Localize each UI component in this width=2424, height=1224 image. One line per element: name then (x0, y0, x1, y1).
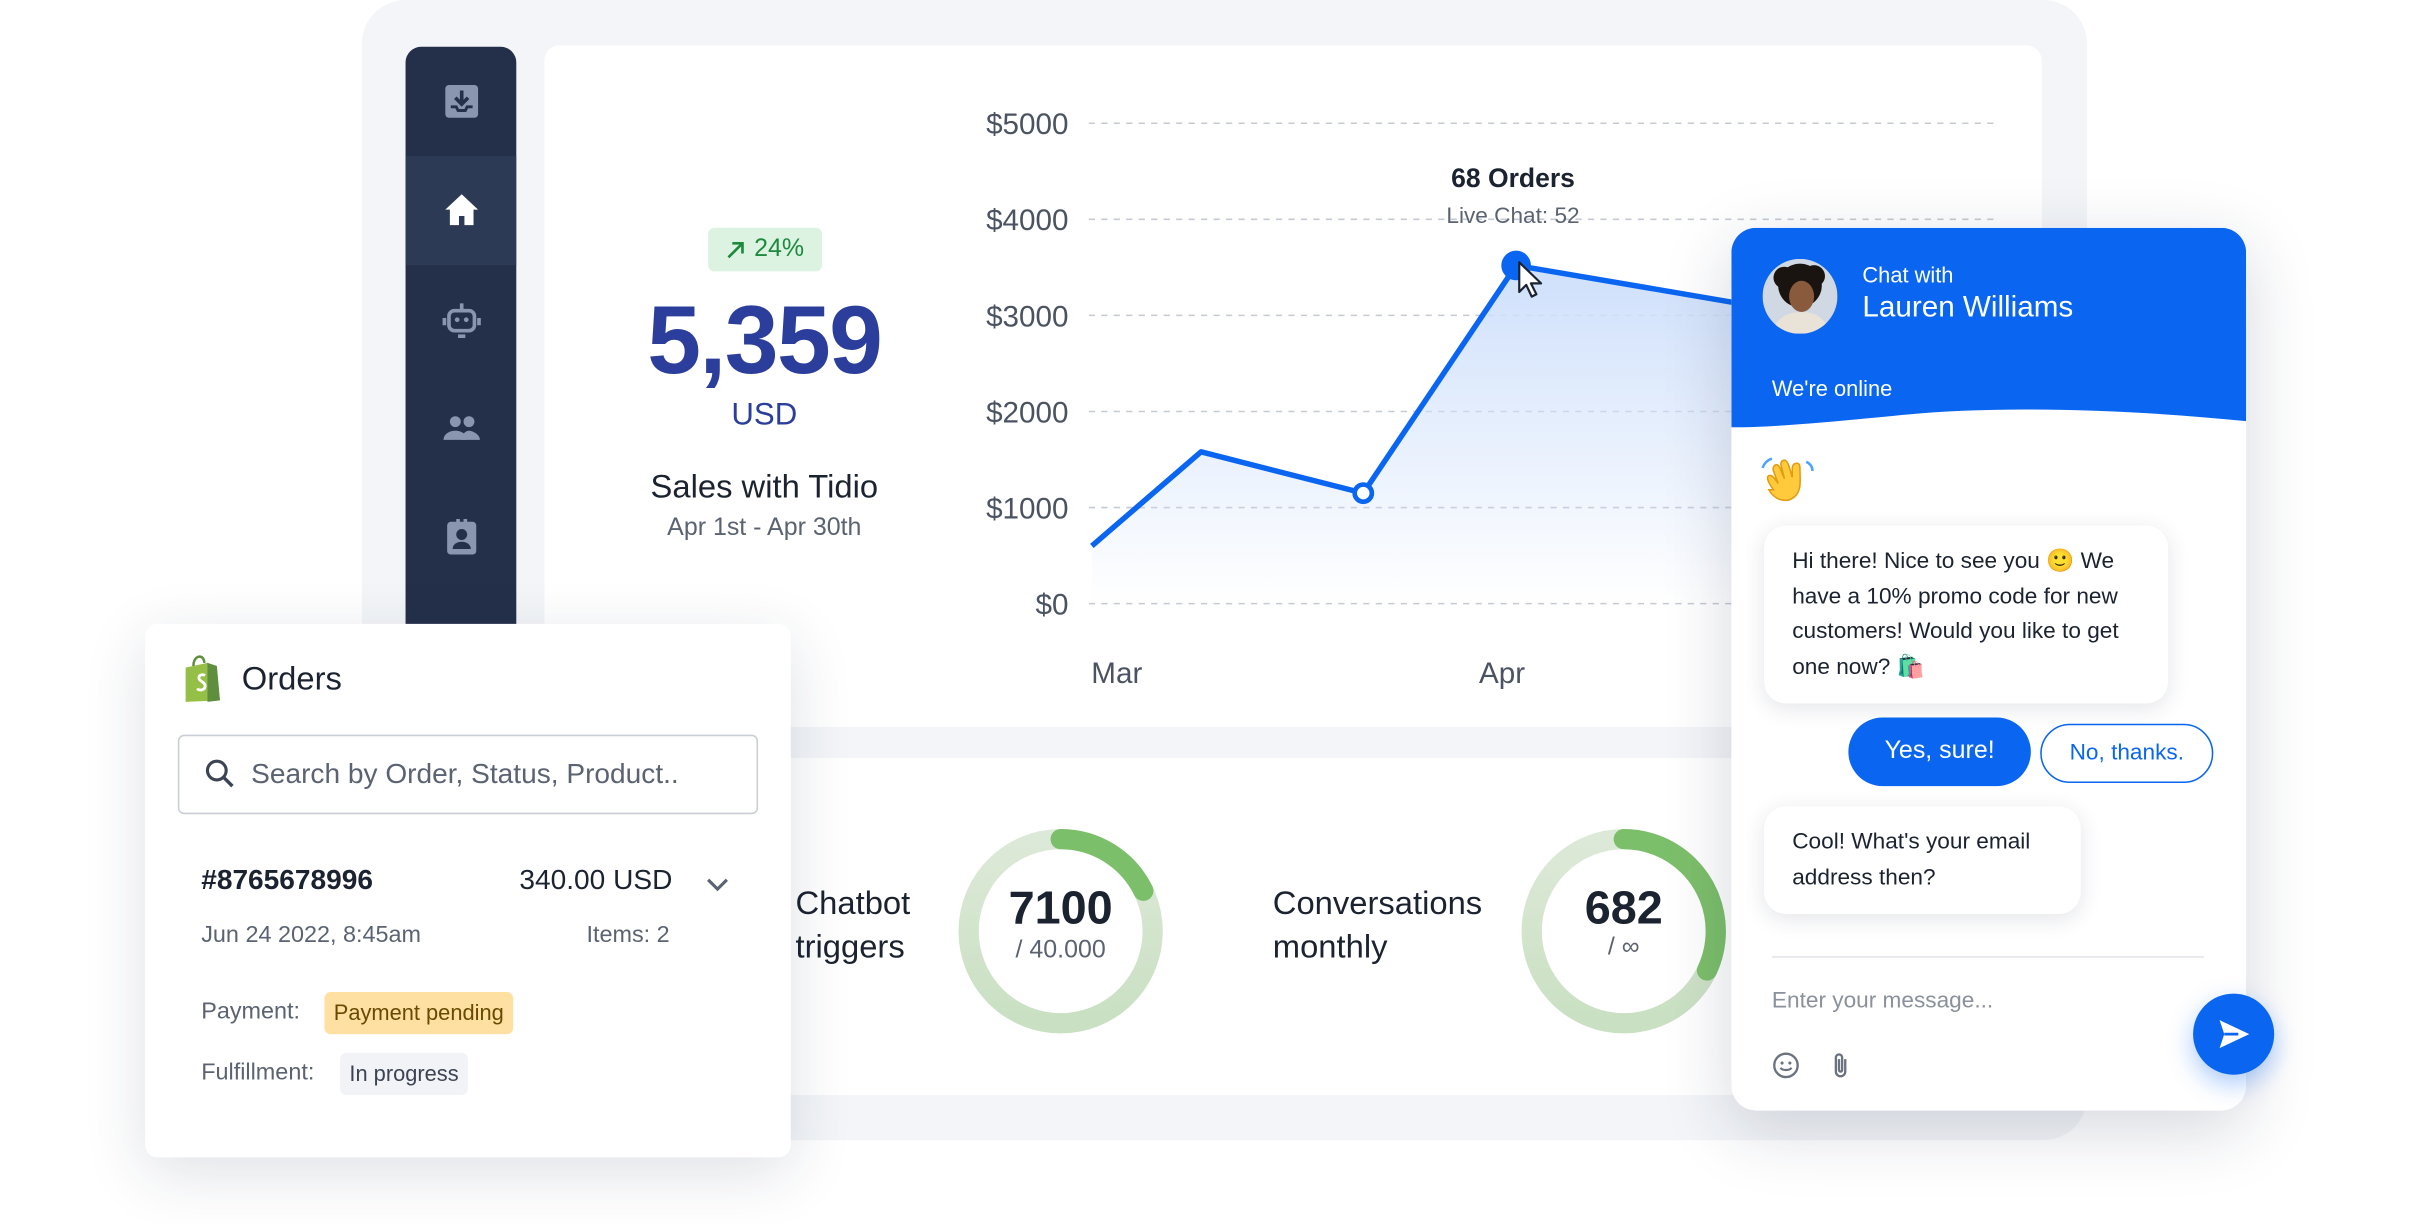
cursor-icon (1518, 261, 1543, 298)
chatbot-progress-ring (958, 829, 1163, 1034)
composer-divider (1771, 956, 2204, 958)
orders-title: Orders (241, 661, 342, 698)
no-thanks-button[interactable]: No, thanks. (2040, 723, 2214, 784)
people-icon (442, 416, 480, 440)
bot-message-email: Cool! What's your email address then? (1764, 806, 2081, 915)
y-tick-label: $3000 (986, 300, 1068, 333)
conversations-label: Conversations monthly (1273, 883, 1482, 970)
payment-status-badge: Payment pending (324, 992, 514, 1035)
chatbot-value: 7100 (1008, 882, 1113, 935)
conversations-limit: / ∞ (1607, 934, 1640, 961)
chatbot-limit: / 40.000 (1015, 937, 1106, 964)
chat-widget: Chat with Lauren Williams We're online H… (1731, 227, 2247, 1111)
trend-up-icon (728, 241, 745, 258)
conversations-progress-ring (1521, 829, 1726, 1034)
message-input[interactable] (1771, 981, 2147, 1022)
x-tick-label: Mar (1091, 657, 1142, 690)
send-button[interactable] (2193, 993, 2275, 1075)
orders-search-input[interactable] (251, 758, 720, 791)
tooltip-title: 68 Orders (1451, 163, 1575, 193)
chevron-down-icon[interactable] (703, 870, 731, 898)
change-badge: 24% (708, 227, 823, 272)
sidebar-item-visitors[interactable] (406, 374, 517, 483)
bot-icon (441, 303, 481, 338)
fulfillment-label: Fulfillment: (201, 1059, 315, 1086)
area-fill (1091, 265, 1810, 604)
sidebar-item-inbox[interactable] (406, 47, 517, 156)
payment-label: Payment: (201, 998, 301, 1025)
order-amount: 340.00 USD (519, 864, 673, 896)
change-value: 24% (754, 235, 805, 263)
orders-search-box (177, 734, 759, 815)
emoji-icon[interactable] (1772, 1051, 1800, 1079)
conversations-value: 682 (1584, 882, 1663, 935)
y-tick-label: $5000 (986, 108, 1068, 141)
chat-header-background (1731, 227, 2247, 428)
sidebar-item-bot[interactable] (406, 265, 517, 374)
chatbot-label-line2: triggers (795, 929, 905, 966)
y-tick-label: $2000 (986, 396, 1068, 429)
attachment-icon[interactable] (1830, 1051, 1852, 1079)
order-date: Jun 24 2022, 8:45am (201, 921, 422, 949)
tooltip-subtitle: Live Chat: 52 (1446, 203, 1579, 228)
online-status: We're online (1771, 375, 1893, 401)
sales-date-range: Apr 1st - Apr 30th (667, 514, 862, 542)
chatbot-label-line1: Chatbot (795, 885, 911, 922)
bot-message-promo: Hi there! Nice to see you 🙂 We have a 10… (1764, 525, 2169, 704)
agent-avatar (1762, 258, 1838, 334)
inbox-icon (444, 85, 478, 118)
agent-name: Lauren Williams (1862, 291, 2074, 325)
home-icon (444, 194, 478, 226)
x-tick-label: Apr (1479, 657, 1525, 690)
chat-with-label: Chat with (1862, 262, 1954, 288)
orders-card: Orders #8765678996 340.00 USD Jun 24 202… (145, 623, 791, 1158)
chatbot-label: Chatbot triggers (795, 883, 910, 970)
sales-currency: USD (731, 397, 798, 433)
order-id[interactable]: #8765678996 (201, 864, 373, 896)
yes-sure-button[interactable]: Yes, sure! (1848, 717, 2031, 787)
sales-title: Sales with Tidio (650, 469, 879, 506)
sidebar-item-home[interactable] (405, 155, 517, 266)
conversations-label-line1: Conversations (1272, 885, 1483, 922)
data-point (1352, 482, 1375, 505)
shopify-bag-icon (185, 655, 220, 702)
conversations-label-line2: monthly (1272, 929, 1388, 966)
sales-value: 5,359 (647, 287, 883, 395)
order-items-count: Items: 2 (586, 921, 670, 949)
sidebar (405, 46, 517, 671)
sidebar-item-contacts[interactable] (406, 484, 517, 593)
y-tick-label: $0 (1036, 589, 1069, 622)
search-icon (205, 759, 234, 788)
send-icon (2219, 1020, 2250, 1049)
sales-chart: $5000 $4000 $3000 $2000 $1000 $0 Mar Apr 68 Orde… (986, 108, 1994, 690)
fulfillment-status-badge: In progress (340, 1052, 469, 1095)
y-tick-label: $4000 (986, 204, 1068, 237)
contact-card-icon (446, 519, 476, 555)
y-tick-label: $1000 (986, 492, 1068, 525)
waving-hand-icon (1761, 457, 1814, 502)
